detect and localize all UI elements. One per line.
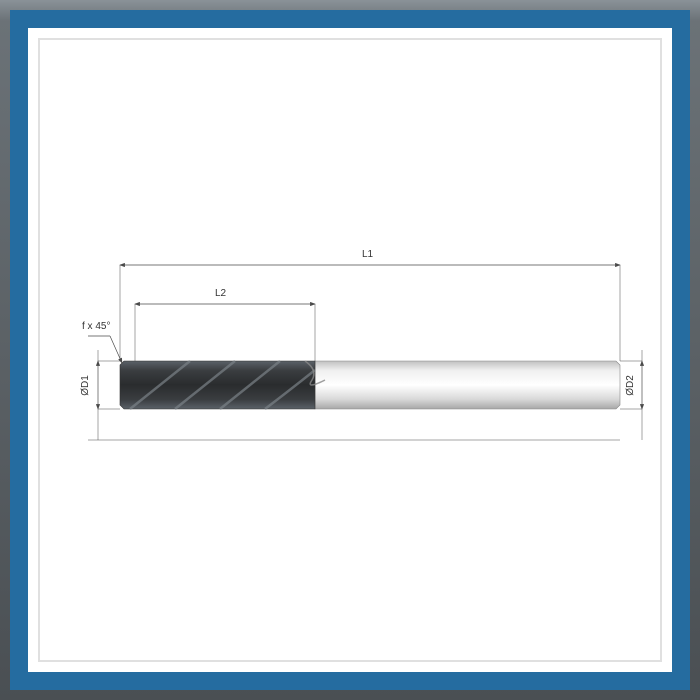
dimension-l2 bbox=[135, 304, 315, 361]
technical-diagram bbox=[40, 40, 660, 660]
label-chamfer: f x 45° bbox=[82, 321, 110, 332]
shank-body bbox=[315, 361, 620, 409]
dimension-chamfer bbox=[88, 336, 122, 363]
dimension-l1 bbox=[120, 265, 620, 361]
outer-gradient-frame: L1 L2 f x 45° ØD1 ØD2 bbox=[0, 0, 700, 700]
blue-border-frame: L1 L2 f x 45° ØD1 ØD2 bbox=[10, 10, 690, 690]
label-d1: ØD1 bbox=[80, 375, 91, 396]
flute-section bbox=[120, 361, 325, 409]
inner-content-frame: L1 L2 f x 45° ØD1 ØD2 bbox=[38, 38, 662, 662]
label-l2: L2 bbox=[215, 288, 226, 299]
label-d2: ØD2 bbox=[625, 375, 636, 396]
label-l1: L1 bbox=[362, 249, 373, 260]
